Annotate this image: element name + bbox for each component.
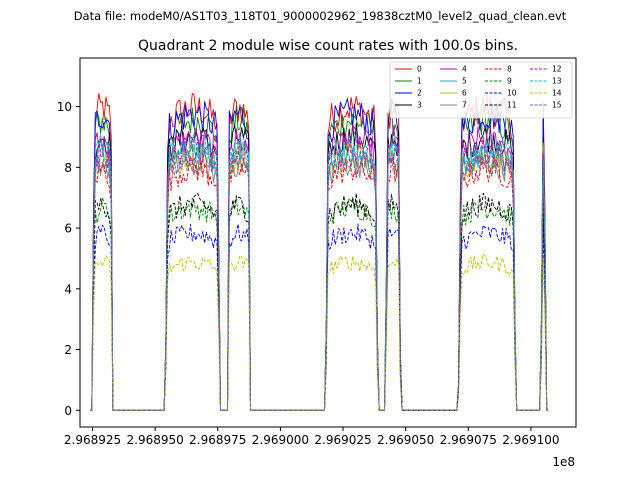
x-tick-label: 2.969050 (377, 433, 434, 447)
legend-label-1: 1 (417, 77, 422, 86)
y-tick-label: 2 (64, 343, 72, 357)
legend-label-3: 3 (417, 101, 422, 110)
legend-box (389, 61, 573, 119)
legend-label-15: 15 (552, 101, 562, 110)
series-line-15 (90, 144, 549, 411)
y-tick-label: 4 (64, 282, 72, 296)
x-tick-label: 2.969000 (252, 433, 309, 447)
y-axis: 0 2 4 6 8 10 (57, 100, 80, 418)
legend-label-0: 0 (417, 65, 422, 74)
y-tick-label: 6 (64, 222, 72, 236)
x-tick-label: 2.968975 (189, 433, 246, 447)
x-offset-label: 1e8 (552, 455, 575, 469)
legend-label-7: 7 (462, 101, 467, 110)
plot-frame (79, 57, 577, 428)
legend-label-9: 9 (507, 77, 512, 86)
series-line-14 (90, 253, 549, 411)
y-tick-label: 0 (64, 404, 72, 418)
chart-title: Quadrant 2 module wise count rates with … (138, 38, 518, 54)
y-tick-label: 8 (64, 161, 72, 175)
series-line-8 (90, 155, 549, 411)
legend-label-4: 4 (462, 65, 467, 74)
legend-label-2: 2 (417, 89, 422, 98)
legend-label-12: 12 (552, 65, 562, 74)
legend-label-13: 13 (552, 77, 562, 86)
x-tick-label: 2.969025 (314, 433, 371, 447)
legend-label-11: 11 (507, 101, 517, 110)
x-axis: 2.968925 2.968950 2.968975 2.969000 2.969025… (64, 427, 560, 447)
x-tick-label: 2.969100 (502, 433, 559, 447)
legend-label-10: 10 (507, 89, 517, 98)
x-tick-label: 2.968925 (64, 433, 121, 447)
legend-label-6: 6 (462, 89, 467, 98)
legend-label-8: 8 (507, 65, 512, 74)
legend-label-14: 14 (552, 89, 562, 98)
series-layer (90, 92, 549, 411)
y-tick-label: 10 (57, 100, 72, 114)
x-tick-label: 2.969075 (440, 433, 497, 447)
figure-suptitle: Data file: modeM0/AS1T03_118T01_90000029… (74, 9, 567, 23)
legend-label-5: 5 (462, 77, 467, 86)
x-tick-label: 2.968950 (127, 433, 184, 447)
